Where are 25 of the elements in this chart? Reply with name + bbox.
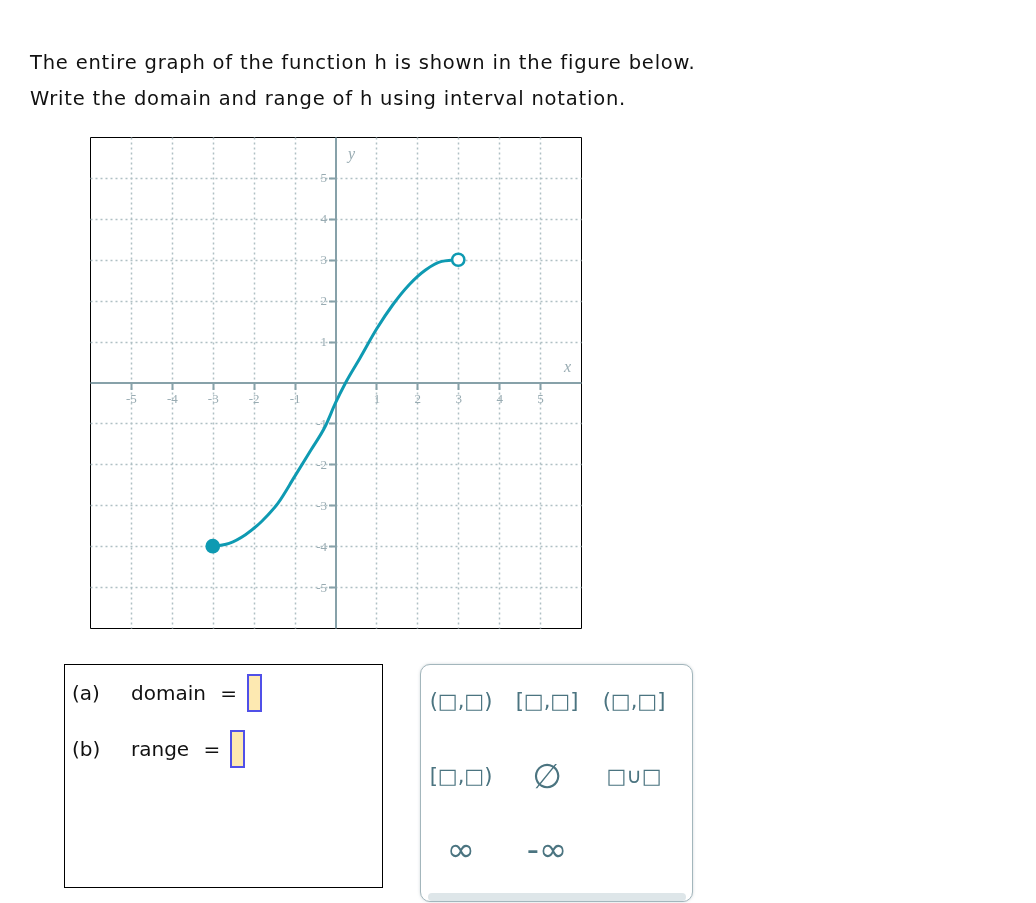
x-tick-label: -3	[207, 391, 219, 406]
y-tick-label: 3	[320, 252, 327, 268]
chart-subtitle: Write the domain and range of h using interval notation.	[30, 87, 627, 111]
y-tick-label: 4	[320, 211, 328, 227]
y-tick-label: 2	[320, 293, 327, 309]
y-tick-label: -2	[316, 456, 327, 472]
y-axis-title: y	[346, 144, 356, 163]
y-tick-label: -5	[316, 579, 327, 595]
y-tick-label: -4	[316, 538, 328, 554]
keypad-panel: (□,□) [□,□] (□,□] [□,□) ∅ □∪□ ∞ -∞	[420, 664, 693, 902]
x-tick-label: 1	[373, 391, 381, 406]
x-tick-label: 4	[496, 391, 504, 406]
x-tick-label: -1	[289, 391, 301, 406]
answer-box: (a) domain = (b) range =	[64, 664, 383, 888]
y-tick-label: 5	[320, 170, 327, 186]
x-tick-label: -2	[248, 391, 260, 406]
y-tick-label: -3	[316, 497, 327, 513]
x-tick-label: -5	[125, 391, 137, 406]
chart-title: The entire graph of the function h is shown in the figure below.	[30, 51, 696, 75]
x-axis-title: x	[562, 358, 572, 375]
y-tick-label: 1	[320, 334, 327, 350]
x-tick-label: 5	[537, 391, 544, 406]
x-tick-label: -4	[166, 391, 179, 406]
x-tick-label: 2	[414, 391, 422, 406]
x-tick-label: 3	[455, 391, 462, 406]
